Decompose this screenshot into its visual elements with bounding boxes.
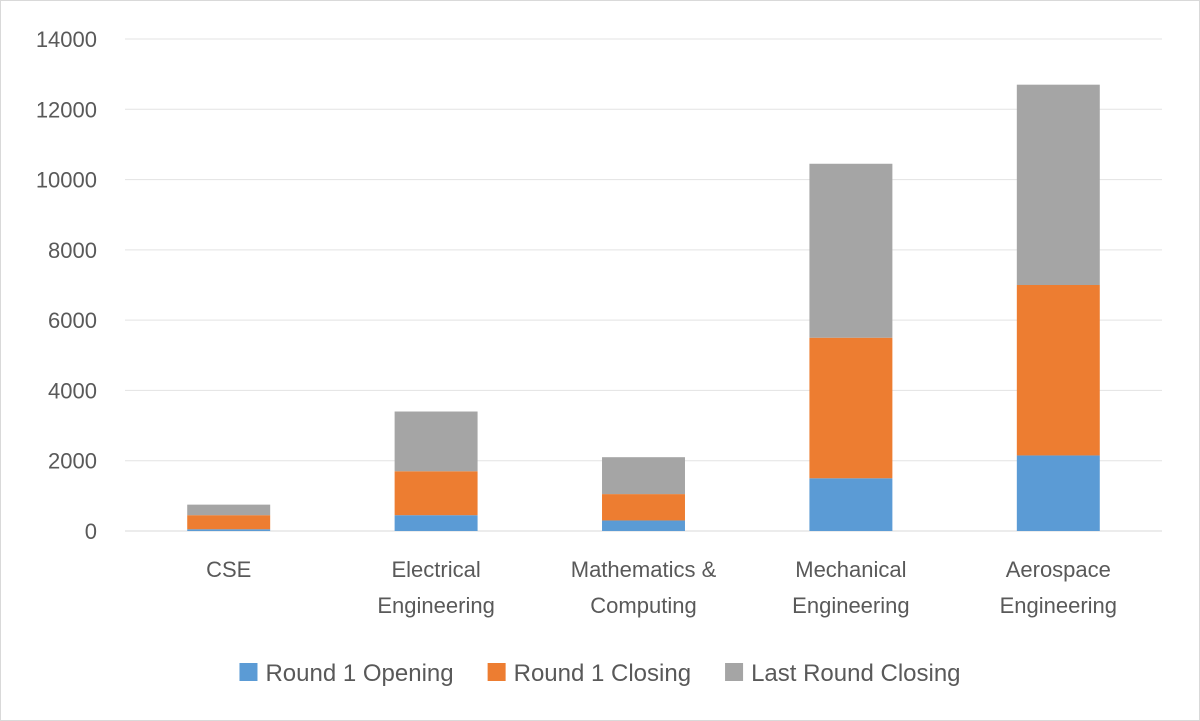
y-tick-label: 14000 (36, 27, 97, 52)
y-tick-label: 10000 (36, 168, 97, 193)
bar-segment (602, 520, 685, 531)
bar-segment (809, 163, 893, 338)
x-tick-label: Electrical (391, 557, 480, 582)
x-tick-label: CSE (206, 557, 251, 582)
bar-segment (187, 515, 271, 530)
x-tick-label: Engineering (1000, 593, 1117, 618)
bar-segment (394, 471, 478, 516)
y-tick-label: 8000 (48, 238, 97, 263)
y-tick-label: 12000 (36, 97, 97, 122)
y-axis-tick-labels: 0 2000 4000 6000 8000 10000 12000 14000 (36, 27, 97, 544)
x-tick-label: Engineering (792, 593, 909, 618)
legend-swatch (487, 663, 506, 681)
bar-segment (394, 515, 478, 531)
bar-segment (602, 494, 685, 521)
x-tick-label: Mathematics & (571, 557, 717, 582)
bar-segment (809, 337, 893, 479)
bar-segment (1016, 455, 1100, 531)
y-tick-label: 4000 (48, 378, 97, 403)
x-tick-label: Computing (590, 593, 696, 618)
bars (187, 84, 1100, 531)
x-tick-label: Engineering (377, 593, 494, 618)
bar-segment (187, 504, 271, 516)
legend: Round 1 Opening Round 1 Closing Last Round… (239, 660, 961, 687)
legend-swatch (725, 663, 744, 681)
legend-label: Last Round Closing (751, 660, 960, 687)
x-tick-label: Aerospace (1006, 557, 1111, 582)
bar-segment (1016, 84, 1100, 285)
gridlines (125, 38, 1162, 532)
y-tick-label: 0 (85, 519, 97, 544)
bar-segment (187, 529, 271, 531)
bar-segment (394, 411, 478, 472)
legend-swatch (239, 663, 258, 681)
legend-label: Round 1 Closing (514, 660, 691, 687)
y-tick-label: 6000 (48, 308, 97, 333)
legend-label: Round 1 Opening (265, 660, 453, 687)
bar-segment (1016, 285, 1100, 456)
bar-segment (602, 457, 685, 495)
bar-segment (809, 478, 893, 531)
y-tick-label: 2000 (48, 449, 97, 474)
x-axis-tick-labels: CSE Electrical Engineering Mathematics & Com… (206, 557, 1117, 618)
x-tick-label: Mechanical (795, 557, 906, 582)
